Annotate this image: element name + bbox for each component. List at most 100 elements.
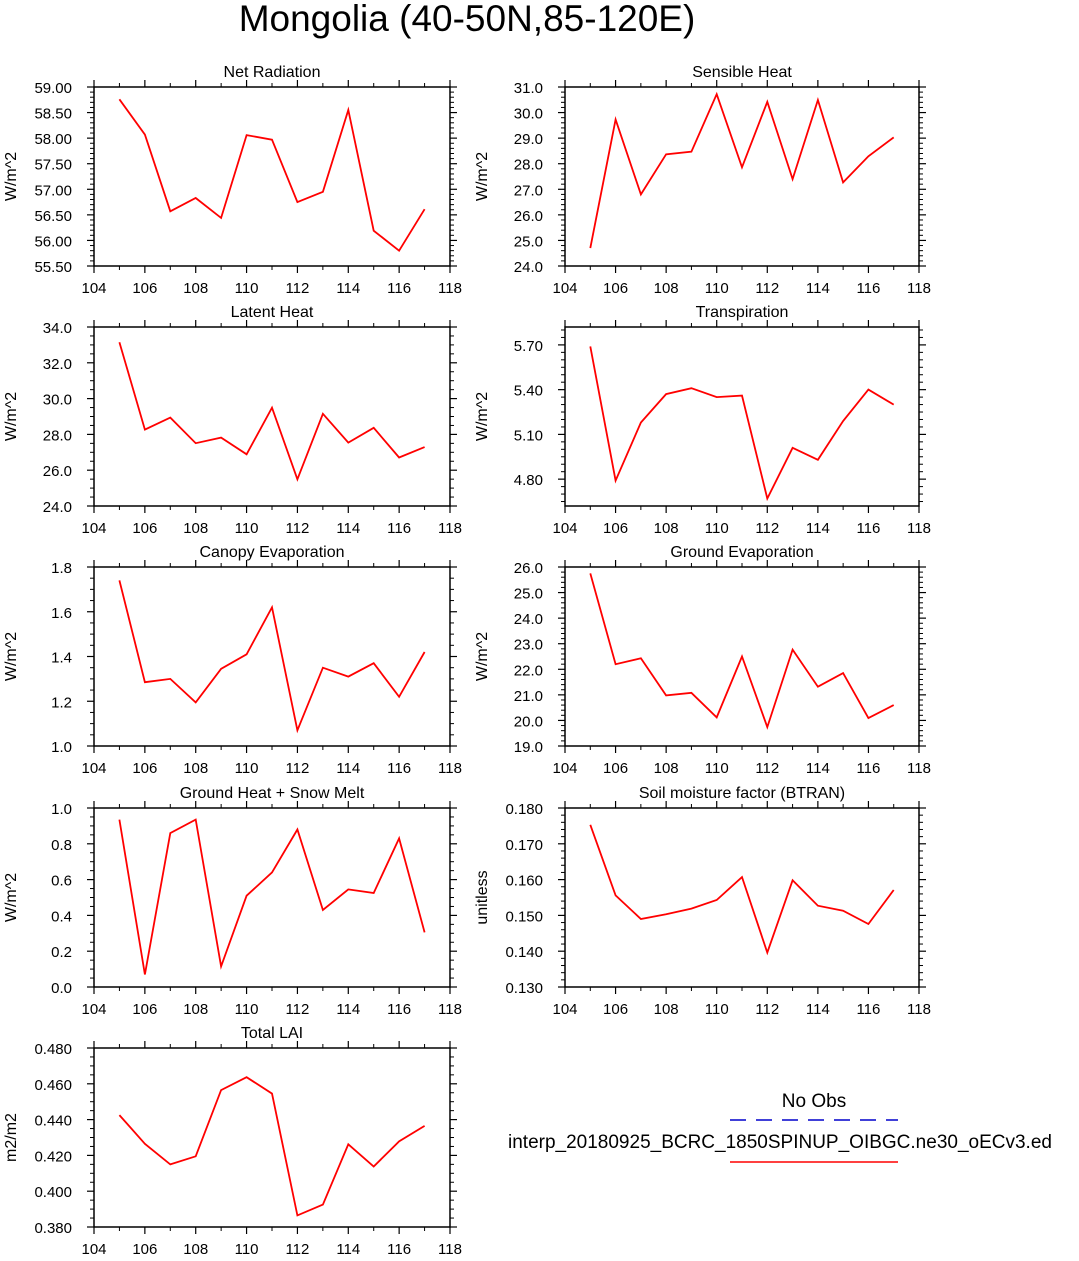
- y-axis-label: m2/m2: [3, 1113, 20, 1162]
- y-tick-label: 28.0: [43, 427, 72, 444]
- x-tick-label: 106: [132, 1241, 157, 1258]
- series-line-model: [589, 573, 895, 730]
- y-tick-label: 0.150: [505, 908, 543, 925]
- x-tick-label: 118: [907, 280, 931, 297]
- y-tick-label: 0.130: [505, 980, 543, 997]
- x-tick-label: 104: [552, 760, 577, 777]
- x-tick-label: 108: [183, 760, 208, 777]
- x-tick-label: 118: [438, 520, 462, 537]
- y-tick-label: 56.00: [34, 233, 72, 250]
- x-tick-label: 116: [387, 1001, 411, 1018]
- y-tick-label: 55.50: [34, 259, 72, 276]
- x-tick-label: 110: [705, 760, 729, 777]
- series-line-model: [589, 91, 895, 249]
- x-tick-label: 104: [552, 1001, 577, 1018]
- x-tick-label: 112: [285, 280, 309, 297]
- y-axis-label: W/m^2: [3, 873, 20, 922]
- y-axis-label: W/m^2: [3, 392, 20, 441]
- y-tick-label: 0.4: [51, 908, 72, 925]
- panel-title: Ground Evaporation: [670, 544, 813, 561]
- x-tick-label: 114: [336, 520, 360, 537]
- panel-6: Ground Heat + Snow Melt W/m^2 104 106 108 110…: [3, 785, 462, 1018]
- y-tick-label: 5.70: [514, 338, 543, 355]
- x-tick-label: 110: [235, 280, 259, 297]
- x-tick-label: 106: [603, 760, 628, 777]
- x-tick-label: 112: [285, 1001, 309, 1018]
- y-tick-label: 27.0: [514, 182, 543, 199]
- y-tick-label: 0.460: [34, 1077, 72, 1094]
- y-tick-label: 57.50: [34, 157, 72, 174]
- x-tick-label: 116: [856, 520, 880, 537]
- y-tick-label: 19.0: [514, 739, 543, 756]
- panel-7: Soil moisture factor (BTRAN) unitless 104 1…: [474, 785, 931, 1018]
- x-tick-label: 106: [132, 280, 157, 297]
- x-tick-label: 106: [603, 1001, 628, 1018]
- y-tick-label: 4.80: [514, 472, 543, 489]
- plot-frame: [93, 1047, 451, 1228]
- x-tick-label: 110: [705, 520, 729, 537]
- panel-title: Soil moisture factor (BTRAN): [639, 785, 845, 802]
- y-tick-label: 28.0: [514, 157, 543, 174]
- panel-8: Total LAI m2/m2 104 106 108 110 112 114 116 118 0.…: [3, 1025, 462, 1258]
- x-tick-label: 106: [132, 1001, 157, 1018]
- plot-frame: [93, 326, 451, 507]
- y-tick-label: 0.480: [34, 1041, 72, 1058]
- y-tick-label: 0.8: [51, 837, 72, 854]
- y-tick-label: 58.00: [34, 131, 72, 148]
- x-tick-label: 108: [183, 280, 208, 297]
- x-tick-label: 114: [336, 760, 360, 777]
- x-tick-label: 108: [183, 1241, 208, 1258]
- x-tick-label: 110: [235, 520, 259, 537]
- y-tick-label: 0.400: [34, 1184, 72, 1201]
- plot-frame: [93, 566, 451, 747]
- x-tick-label: 114: [336, 280, 360, 297]
- series-line-model: [589, 824, 895, 956]
- x-tick-label: 108: [654, 520, 679, 537]
- y-tick-label: 24.0: [514, 259, 543, 276]
- y-tick-label: 29.0: [514, 131, 543, 148]
- x-tick-label: 104: [81, 520, 106, 537]
- panel-2: Latent Heat W/m^2 104 106 108 110 112 114 116 118…: [3, 304, 462, 537]
- x-tick-label: 114: [336, 1001, 360, 1018]
- y-tick-label: 0.440: [34, 1113, 72, 1130]
- y-tick-label: 31.0: [514, 80, 543, 97]
- y-tick-label: 24.0: [43, 499, 72, 516]
- x-tick-label: 104: [81, 760, 106, 777]
- x-tick-label: 118: [438, 1241, 462, 1258]
- x-tick-label: 114: [806, 520, 830, 537]
- panel-title: Net Radiation: [224, 64, 321, 81]
- series-line-model: [118, 1076, 426, 1217]
- panels-group: Net Radiation W/m^2 104 106 108 110 112 114 116 1…: [3, 64, 931, 1258]
- y-tick-label: 0.0: [51, 980, 72, 997]
- y-tick-label: 0.140: [505, 944, 543, 961]
- x-tick-label: 108: [183, 1001, 208, 1018]
- x-tick-label: 114: [806, 1001, 830, 1018]
- x-tick-label: 108: [183, 520, 208, 537]
- x-tick-label: 118: [907, 520, 931, 537]
- x-tick-label: 112: [755, 520, 779, 537]
- y-tick-label: 0.380: [34, 1220, 72, 1237]
- panel-title: Transpiration: [696, 304, 789, 321]
- y-tick-label: 59.00: [34, 80, 72, 97]
- x-tick-label: 108: [654, 1001, 679, 1018]
- panel-0: Net Radiation W/m^2 104 106 108 110 112 114 116 1…: [3, 64, 462, 297]
- x-tick-label: 106: [603, 280, 628, 297]
- x-tick-label: 118: [907, 1001, 931, 1018]
- x-tick-label: 112: [285, 520, 309, 537]
- y-tick-label: 1.0: [51, 739, 72, 756]
- x-tick-label: 110: [235, 1241, 259, 1258]
- x-tick-label: 112: [285, 1241, 309, 1258]
- y-tick-label: 22.0: [514, 662, 543, 679]
- figure-title: Mongolia (40-50N,85-120E): [239, 0, 696, 39]
- y-tick-label: 0.6: [51, 873, 72, 890]
- plot-frame: [93, 86, 451, 267]
- x-tick-label: 116: [387, 1241, 411, 1258]
- x-tick-label: 112: [755, 1001, 779, 1018]
- series-line-model: [118, 341, 425, 482]
- y-tick-label: 30.0: [514, 106, 543, 123]
- x-tick-label: 114: [336, 1241, 360, 1258]
- y-tick-label: 26.0: [514, 208, 543, 225]
- panel-title: Latent Heat: [231, 304, 314, 321]
- panel-title: Ground Heat + Snow Melt: [180, 785, 365, 802]
- y-tick-label: 1.4: [51, 650, 72, 667]
